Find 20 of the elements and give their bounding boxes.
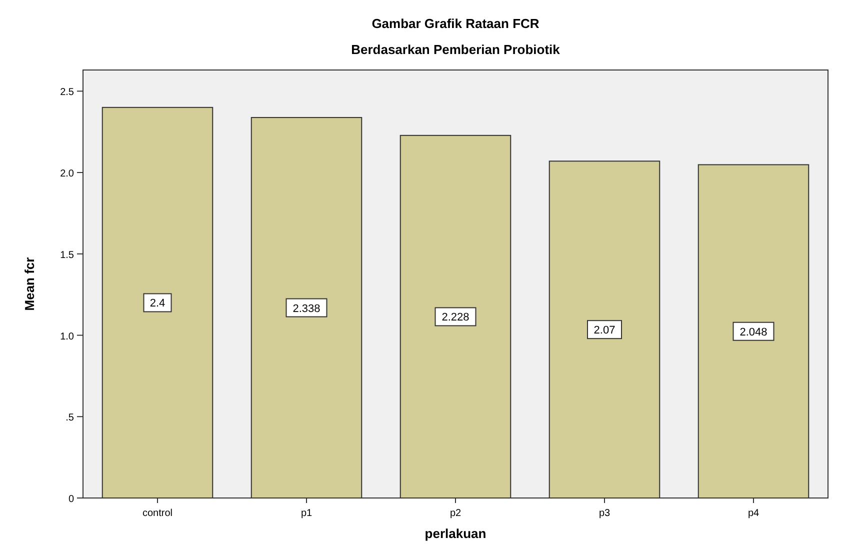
y-tick-label: 2.0	[60, 168, 74, 180]
chart-title: Gambar Grafik Rataan FCR	[372, 16, 540, 31]
y-axis-title: Mean fcr	[22, 257, 37, 311]
x-tick-label: control	[142, 508, 173, 519]
y-tick-label: 1.5	[60, 250, 74, 261]
y-tick-label: 0	[68, 494, 74, 505]
y-tick-label: .5	[66, 412, 74, 424]
chart-subtitle: Berdasarkan Pemberian Probiotik	[351, 42, 561, 57]
data-label: 2.338	[292, 302, 320, 315]
data-label: 2.228	[442, 312, 470, 324]
x-tick-label: p4	[748, 508, 760, 519]
y-tick-label: 2.5	[60, 87, 74, 98]
data-label: 2.4	[150, 298, 166, 310]
x-tick-label: p3	[598, 508, 610, 519]
x-tick-label: p2	[450, 508, 462, 519]
y-tick-label: 1.0	[60, 331, 74, 342]
data-label: 2.07	[594, 324, 616, 337]
x-tick-label: p1	[300, 508, 312, 519]
data-label: 2.048	[740, 326, 768, 338]
x-axis-title: perlakuan	[424, 526, 486, 541]
